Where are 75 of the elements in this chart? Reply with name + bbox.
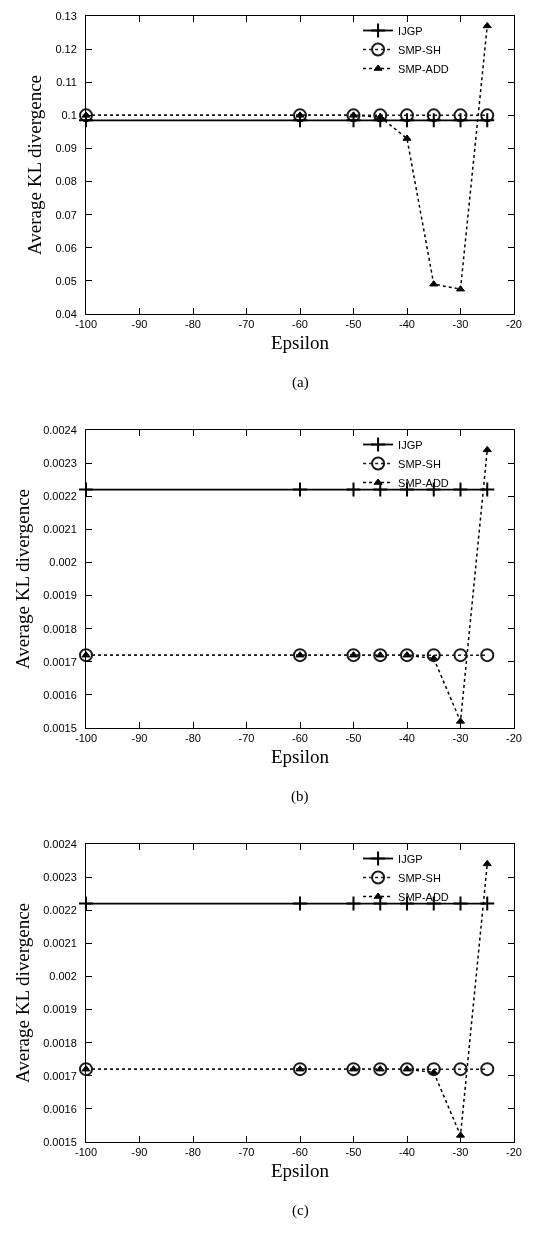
x-tick-label: -50 <box>345 1146 362 1159</box>
y-tick-label: 0.0015 <box>43 1135 77 1148</box>
y-tick-label: 0.0023 <box>43 870 77 883</box>
legend-label: SMP-ADD <box>398 890 449 903</box>
y-tick-label: 0.0017 <box>43 1069 77 1082</box>
y-tick-label: 0.0019 <box>43 589 77 602</box>
legend-label: SMP-SH <box>398 43 441 56</box>
x-tick-label: -100 <box>74 732 98 745</box>
x-tick-label: -80 <box>185 1146 201 1159</box>
legend-label: SMP-ADD <box>398 62 449 75</box>
y-tick-label: 0.13 <box>55 9 77 22</box>
x-tick-label: -70 <box>238 732 255 745</box>
legend-label: SMP-SH <box>398 871 441 884</box>
x-axis-title: Epsilon <box>270 332 330 353</box>
y-tick-label: 0.0016 <box>43 1102 77 1115</box>
text: (b) <box>291 788 309 805</box>
x-tick-label: -90 <box>131 318 148 331</box>
legend-label: IJGP <box>398 852 423 865</box>
y-tick-label: 0.0016 <box>43 688 77 701</box>
legend-label: IJGP <box>398 438 423 451</box>
y-axis-title: Average KL divergence <box>11 902 33 1084</box>
y-tick-label: 0.09 <box>55 142 77 155</box>
legend-label: IJGP <box>398 24 423 37</box>
y-tick-label: 0.0021 <box>43 523 77 536</box>
x-tick-label: -40 <box>399 318 415 331</box>
x-tick-label: -50 <box>345 732 362 745</box>
y-tick-label: 0.07 <box>55 208 77 221</box>
y-tick-label: 0.0017 <box>43 655 77 668</box>
x-tick-label: -60 <box>292 1146 308 1159</box>
y-tick-label: 0.0018 <box>43 622 77 635</box>
y-tick-label: 0.002 <box>49 970 77 983</box>
x-tick-label: -20 <box>506 318 522 331</box>
y-tick-label: 0.0015 <box>43 721 77 734</box>
x-tick-label: -30 <box>452 732 469 745</box>
text: (a) <box>292 374 309 391</box>
legend-label: SMP-SH <box>398 457 441 470</box>
y-axis-title: Average KL divergence <box>11 488 33 670</box>
x-tick-label: -20 <box>506 732 522 745</box>
y-tick-label: 0.0024 <box>43 423 77 436</box>
x-tick-label: -30 <box>452 318 469 331</box>
y-tick-label: 0.002 <box>49 556 77 569</box>
x-tick-label: -100 <box>74 1146 98 1159</box>
x-tick-label: -70 <box>238 318 255 331</box>
y-tick-label: 0.0024 <box>43 837 77 850</box>
y-tick-label: 0.12 <box>55 42 77 55</box>
y-tick-label: 0.1 <box>61 109 77 122</box>
x-tick-label: -80 <box>185 318 201 331</box>
y-tick-label: 0.0018 <box>43 1036 77 1049</box>
y-tick-label: 0.0021 <box>43 937 77 950</box>
text: (c) <box>292 1202 309 1219</box>
x-tick-label: -40 <box>399 1146 415 1159</box>
x-tick-label: -80 <box>185 732 201 745</box>
y-tick-label: 0.0019 <box>43 1003 77 1016</box>
y-tick-label: 0.05 <box>55 274 77 287</box>
y-tick-label: 0.06 <box>55 241 77 254</box>
x-axis-title: Epsilon <box>270 1160 330 1181</box>
x-tick-label: -40 <box>399 732 415 745</box>
y-tick-label: 0.0022 <box>43 904 77 917</box>
x-tick-label: -70 <box>238 1146 255 1159</box>
x-tick-label: -60 <box>292 318 308 331</box>
x-tick-label: -90 <box>131 1146 148 1159</box>
x-tick-label: -30 <box>452 1146 469 1159</box>
y-tick-label: 0.0022 <box>43 490 77 503</box>
y-tick-label: 0.11 <box>56 76 77 89</box>
y-axis-title: Average KL divergence <box>24 74 46 256</box>
x-tick-label: -90 <box>131 732 148 745</box>
y-tick-label: 0.04 <box>55 307 77 320</box>
x-tick-label: -60 <box>292 732 308 745</box>
y-tick-label: 0.0023 <box>43 456 77 469</box>
x-tick-label: -20 <box>506 1146 522 1159</box>
y-tick-label: 0.08 <box>55 175 77 188</box>
x-tick-label: -100 <box>74 318 98 331</box>
x-tick-label: -50 <box>345 318 362 331</box>
x-axis-title: Epsilon <box>270 746 330 767</box>
legend-label: SMP-ADD <box>398 476 449 489</box>
